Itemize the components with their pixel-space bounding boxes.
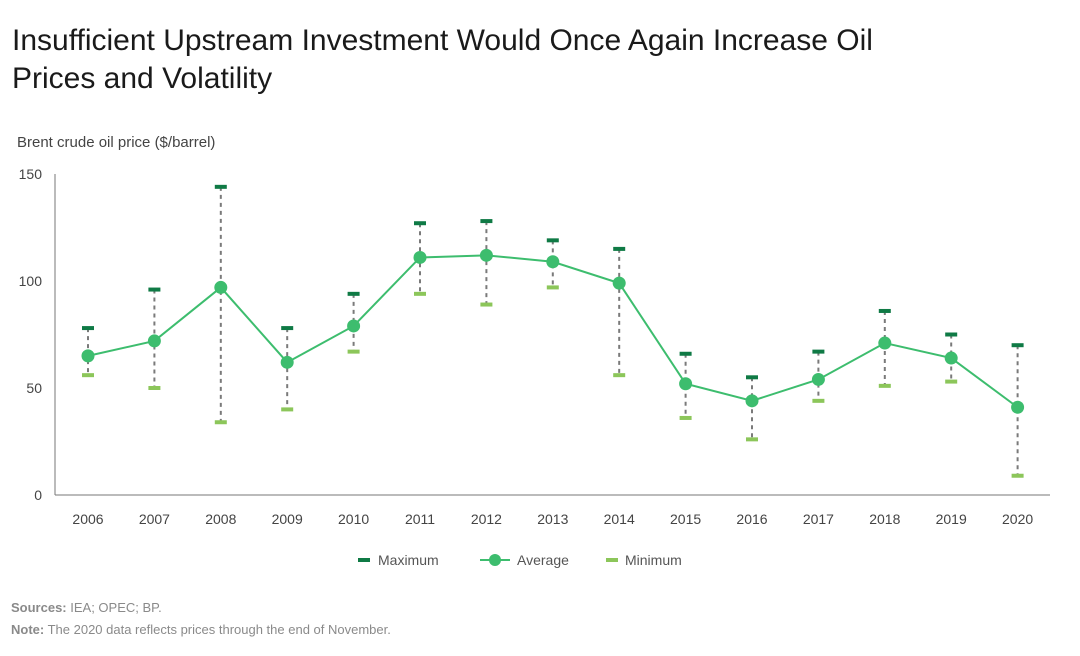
legend-maximum-swatch	[358, 558, 370, 562]
x-tick-label: 2017	[803, 511, 834, 527]
maximum-marker	[82, 326, 94, 331]
x-tick-label: 2011	[405, 511, 435, 527]
average-point	[413, 250, 427, 264]
minimum-marker	[148, 386, 161, 390]
maximum-marker	[746, 375, 758, 380]
minimum-marker	[679, 415, 692, 420]
average-line	[87, 254, 1019, 409]
maximum-marker	[414, 221, 426, 226]
x-tick-label: 2009	[272, 511, 303, 527]
x-tick-label: 2019	[936, 511, 967, 527]
average-point	[347, 319, 361, 333]
x-tick-label: 2014	[604, 511, 635, 527]
sources-line: Sources: IEA; OPEC; BP.	[11, 597, 391, 619]
maximum-marker	[679, 351, 692, 356]
x-tick-label: 2016	[736, 511, 767, 527]
legend-minimum-swatch	[606, 558, 618, 562]
maximum-marker	[945, 332, 958, 337]
minimum-marker	[347, 349, 360, 354]
average-point	[811, 372, 825, 386]
maximum-marker	[281, 326, 294, 331]
minimum-marker	[613, 373, 626, 378]
sources-text: IEA; OPEC; BP.	[66, 600, 162, 615]
chart-title: Insufficient Upstream Investment Would O…	[12, 24, 873, 95]
footnotes: Sources: IEA; OPEC; BP. Note: The 2020 d…	[11, 597, 391, 641]
minimum-marker	[281, 407, 294, 412]
minimum-marker	[82, 373, 94, 378]
average-point	[745, 394, 759, 408]
legend-maximum-label: Maximum	[378, 552, 439, 568]
x-tick-label: 2010	[338, 511, 369, 527]
maximum-marker	[812, 349, 825, 354]
x-tick-label: 2007	[139, 511, 170, 527]
maximum-marker	[878, 308, 891, 313]
minimum-marker	[945, 379, 958, 384]
average-point	[479, 248, 493, 262]
minimum-marker	[214, 420, 227, 425]
sources-label: Sources:	[11, 600, 67, 615]
x-tick-label: 2015	[670, 511, 701, 527]
minimum-marker	[812, 398, 825, 403]
x-tick-label: 2013	[537, 511, 568, 527]
maximum-marker	[1011, 343, 1024, 348]
minimum-marker	[414, 291, 426, 296]
average-point	[944, 351, 958, 365]
maximum-marker	[613, 246, 626, 251]
note-text: The 2020 data reflects prices through th…	[44, 622, 391, 637]
minimum-marker	[480, 302, 493, 307]
average-point	[1011, 400, 1025, 414]
legend-average-swatch	[489, 554, 501, 566]
average-point	[878, 336, 892, 350]
legend-average-label: Average	[517, 552, 569, 568]
minimum-marker	[746, 437, 758, 442]
minimum-marker	[546, 285, 559, 290]
average-point	[147, 334, 161, 348]
maximum-marker	[347, 291, 360, 296]
average-point	[679, 377, 693, 391]
maximum-marker	[214, 184, 227, 189]
legend-minimum-label: Minimum	[625, 552, 682, 568]
average-point	[280, 355, 294, 369]
minimum-marker	[1011, 473, 1024, 478]
x-tick-label: 2020	[1002, 511, 1033, 527]
y-axis-label: Brent crude oil price ($/barrel)	[17, 134, 216, 151]
maximum-marker	[546, 238, 559, 243]
average-point	[612, 276, 626, 290]
maximum-marker	[480, 219, 493, 224]
y-tick-label: 50	[26, 380, 42, 396]
x-tick-label: 2008	[205, 511, 236, 527]
x-tick-label: 2006	[72, 511, 103, 527]
y-tick-label: 100	[19, 273, 43, 289]
x-tick-label: 2012	[471, 511, 502, 527]
note-line: Note: The 2020 data reflects prices thro…	[11, 619, 391, 641]
maximum-marker	[148, 287, 161, 292]
average-point	[546, 255, 560, 269]
y-tick-label: 150	[19, 166, 43, 182]
y-tick-label: 0	[34, 487, 42, 503]
minimum-marker	[878, 383, 891, 388]
note-label: Note:	[11, 622, 45, 637]
x-tick-label: 2018	[869, 511, 900, 527]
average-point	[81, 349, 95, 363]
average-point	[214, 280, 228, 294]
